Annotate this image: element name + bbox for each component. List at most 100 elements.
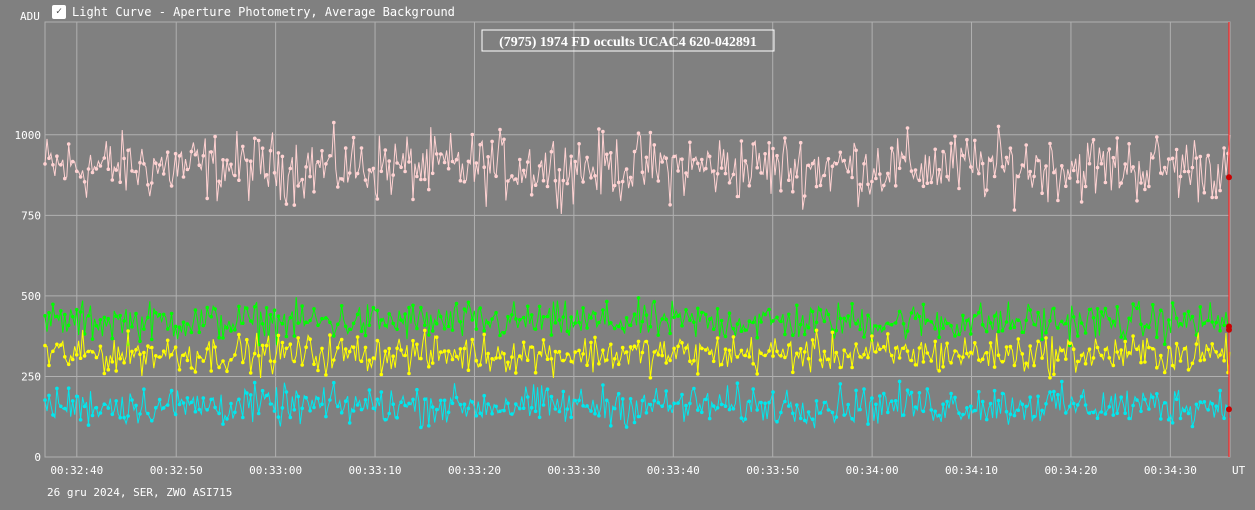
- data-point: [537, 164, 542, 168]
- data-point: [795, 351, 799, 356]
- data-point: [308, 318, 312, 323]
- data-point: [1206, 153, 1210, 158]
- data-point: [1198, 400, 1203, 404]
- data-point: [510, 355, 514, 359]
- data-point: [688, 140, 692, 145]
- data-point: [822, 173, 827, 178]
- data-point: [383, 148, 388, 152]
- data-point: [1214, 320, 1218, 325]
- data-point: [605, 152, 609, 157]
- data-point: [438, 314, 443, 319]
- data-point: [957, 411, 961, 416]
- data-point: [751, 142, 755, 146]
- data-point: [656, 179, 661, 183]
- data-point: [462, 346, 467, 351]
- data-point: [605, 299, 609, 304]
- data-point: [280, 154, 285, 159]
- data-point: [1048, 141, 1052, 146]
- data-point: [704, 166, 708, 171]
- data-point: [1151, 395, 1155, 400]
- data-point: [628, 175, 633, 180]
- data-point: [490, 357, 494, 361]
- data-point: [1040, 408, 1044, 413]
- data-point: [1060, 379, 1064, 384]
- data-point: [798, 416, 803, 421]
- data-point: [664, 389, 668, 393]
- data-point: [601, 383, 605, 387]
- data-point: [229, 358, 233, 362]
- data-point: [593, 335, 597, 340]
- data-point: [486, 321, 490, 325]
- data-point: [921, 302, 926, 307]
- data-point: [391, 354, 396, 359]
- data-point: [343, 347, 348, 351]
- data-point: [518, 157, 522, 162]
- data-point: [585, 363, 589, 368]
- data-point: [541, 178, 546, 183]
- data-point: [549, 357, 554, 361]
- data-point: [237, 332, 241, 337]
- data-point: [676, 169, 680, 173]
- data-point: [1151, 347, 1155, 351]
- data-point: [870, 334, 874, 338]
- data-point: [961, 412, 965, 417]
- data-point: [359, 146, 364, 150]
- window-title-bar: ✓ Light Curve - Aperture Photometry, Ave…: [52, 2, 455, 22]
- data-point: [1016, 337, 1021, 341]
- data-point: [537, 351, 542, 355]
- data-point: [529, 313, 534, 317]
- data-point: [260, 322, 265, 326]
- data-point: [577, 320, 581, 325]
- data-point: [146, 344, 150, 348]
- data-point: [628, 323, 633, 328]
- data-point: [1103, 347, 1108, 352]
- data-point: [482, 332, 487, 337]
- data-point: [707, 416, 712, 421]
- data-point: [478, 142, 483, 147]
- data-point: [818, 411, 823, 415]
- axis-labels: 0 250 500 750 1000 00:32:40 00:32:50 00:33:00 00…: [15, 129, 1246, 477]
- data-point: [652, 299, 657, 304]
- data-point: [312, 190, 316, 194]
- data-point: [427, 333, 431, 337]
- data-point: [612, 183, 617, 188]
- data-point: [676, 314, 680, 318]
- data-point: [937, 369, 941, 373]
- data-point: [466, 300, 471, 305]
- data-point: [759, 400, 763, 405]
- data-point: [1036, 394, 1040, 399]
- data-point: [917, 346, 922, 350]
- data-point: [1198, 154, 1203, 159]
- x-tick-label: 00:33:30: [547, 464, 600, 477]
- data-point: [1075, 334, 1080, 338]
- data-point: [1060, 348, 1064, 353]
- y-tick-label: 0: [34, 451, 41, 464]
- data-point: [609, 424, 613, 428]
- data-point: [43, 162, 47, 166]
- data-point: [700, 310, 704, 315]
- data-point: [1036, 310, 1040, 315]
- data-point: [130, 169, 134, 173]
- data-point: [545, 387, 550, 392]
- data-point: [545, 184, 550, 189]
- data-point: [704, 348, 708, 352]
- data-point: [913, 405, 918, 409]
- data-point: [1028, 344, 1032, 348]
- data-point: [644, 155, 649, 160]
- data-point: [514, 177, 518, 181]
- data-point: [743, 417, 748, 421]
- data-point: [339, 304, 344, 308]
- data-point: [296, 321, 301, 325]
- data-point: [498, 333, 502, 338]
- data-point: [430, 405, 435, 409]
- data-point: [332, 334, 336, 338]
- data-point: [581, 306, 585, 310]
- data-point: [399, 318, 403, 322]
- data-point: [1095, 345, 1100, 350]
- data-point: [965, 351, 969, 356]
- data-point: [142, 327, 146, 331]
- data-point: [886, 332, 890, 336]
- data-point: [644, 339, 649, 344]
- data-point: [1111, 413, 1116, 417]
